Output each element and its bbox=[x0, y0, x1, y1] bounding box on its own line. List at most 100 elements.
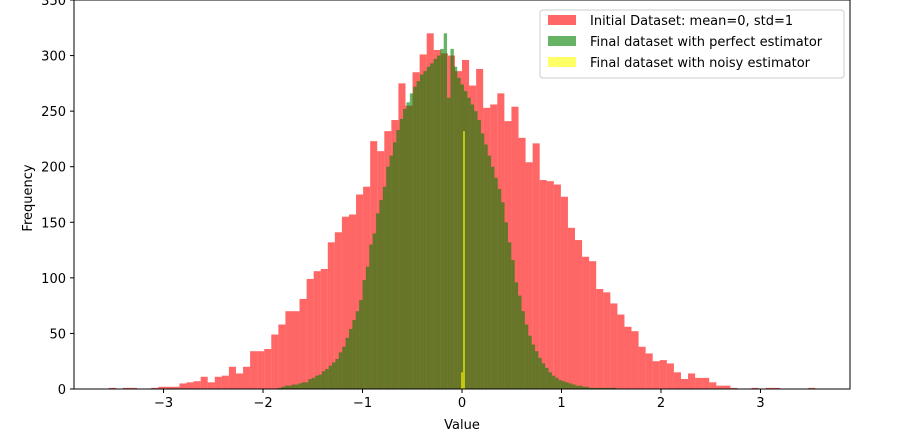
histogram-bar bbox=[535, 351, 539, 389]
histogram-bar bbox=[172, 386, 180, 389]
histogram-bar bbox=[631, 331, 639, 389]
histogram-bar bbox=[413, 86, 417, 389]
histogram-bar bbox=[575, 240, 583, 389]
histogram-bar bbox=[555, 377, 559, 389]
histogram-bar bbox=[612, 387, 617, 389]
histogram-bar bbox=[200, 376, 208, 389]
histogram-bar bbox=[342, 346, 346, 389]
x-tick-label: −1 bbox=[353, 396, 372, 411]
histogram-bar bbox=[284, 385, 289, 389]
histogram-bar bbox=[313, 271, 321, 389]
histogram-bar bbox=[193, 381, 201, 389]
bars-layer bbox=[108, 33, 816, 390]
histogram-bar bbox=[688, 373, 696, 389]
histogram-bar bbox=[291, 384, 295, 389]
histogram-bar bbox=[396, 130, 400, 390]
histogram-bar bbox=[278, 324, 286, 389]
histogram-bar bbox=[528, 335, 532, 389]
histogram-bar bbox=[389, 155, 393, 389]
histogram-bar bbox=[416, 81, 421, 389]
y-tick-label: 300 bbox=[41, 50, 66, 65]
histogram-bar bbox=[595, 387, 600, 389]
histogram-bar bbox=[602, 387, 607, 389]
histogram-bar bbox=[723, 385, 731, 389]
histogram-bar bbox=[617, 314, 625, 389]
histogram-bar bbox=[772, 387, 780, 389]
histogram-bar bbox=[320, 268, 328, 389]
histogram-bar bbox=[334, 232, 342, 389]
histogram-bar bbox=[235, 373, 244, 389]
histogram-bar bbox=[567, 227, 576, 389]
legend: Initial Dataset: mean=0, std=1 Final data… bbox=[539, 9, 845, 79]
y-tick-label: 100 bbox=[41, 272, 66, 287]
histogram-bar bbox=[165, 386, 173, 389]
histogram-bar bbox=[531, 344, 536, 389]
histogram-bar bbox=[301, 382, 306, 389]
histogram-bar bbox=[315, 375, 319, 389]
histogram-bar bbox=[379, 200, 383, 389]
histogram-bar bbox=[122, 387, 131, 389]
histogram-bar bbox=[356, 194, 364, 389]
histogram-bar bbox=[308, 379, 312, 389]
histogram-bar bbox=[207, 382, 215, 389]
x-axis-label: Value bbox=[444, 418, 480, 433]
histogram-bar bbox=[603, 292, 611, 389]
histogram-bar bbox=[716, 385, 724, 389]
histogram-bar bbox=[461, 372, 463, 389]
histogram-bar bbox=[560, 196, 568, 389]
histogram-bar bbox=[695, 377, 703, 389]
histogram-bar bbox=[285, 311, 293, 389]
histogram-bar bbox=[730, 387, 738, 389]
histogram-bar bbox=[369, 244, 373, 389]
legend-swatch bbox=[548, 15, 576, 25]
histogram-bar bbox=[298, 383, 302, 389]
histogram-bar bbox=[575, 385, 579, 389]
histogram-bar bbox=[645, 353, 653, 389]
histogram-bar bbox=[250, 351, 258, 389]
legend-box bbox=[539, 9, 845, 79]
histogram-bar bbox=[453, 66, 458, 389]
histogram-bar bbox=[420, 74, 424, 389]
histogram-bar bbox=[294, 384, 299, 389]
histogram-bar bbox=[450, 48, 454, 390]
histogram-bar bbox=[551, 375, 556, 389]
histogram-bar bbox=[130, 387, 138, 389]
y-tick-label: 50 bbox=[49, 327, 66, 342]
histogram-bar bbox=[440, 48, 444, 390]
histogram-bar bbox=[585, 386, 590, 389]
histogram-bar bbox=[321, 371, 326, 389]
legend-swatch bbox=[548, 36, 576, 46]
histogram-bar bbox=[572, 384, 576, 389]
histogram-bar bbox=[673, 372, 681, 389]
y-tick-label: 150 bbox=[41, 216, 66, 231]
histogram-bar bbox=[511, 260, 515, 389]
x-tick-label: 0 bbox=[458, 396, 466, 411]
histogram-bar bbox=[151, 387, 159, 389]
histogram-bar bbox=[532, 143, 540, 389]
histogram-bar bbox=[659, 360, 667, 389]
y-axis: 0 50 100 150 200 250 300 350 bbox=[41, 0, 74, 398]
histogram-bar bbox=[332, 362, 336, 389]
histogram-bar bbox=[277, 387, 282, 389]
histogram-bar bbox=[539, 180, 547, 389]
histogram-bar bbox=[606, 387, 610, 389]
histogram-bar bbox=[491, 166, 495, 389]
histogram-bar bbox=[325, 368, 329, 389]
histogram-bar bbox=[553, 184, 561, 389]
histogram-bar bbox=[338, 352, 343, 389]
x-tick-label: 3 bbox=[756, 396, 764, 411]
histogram-bar bbox=[589, 261, 597, 389]
histogram-bar bbox=[430, 63, 434, 389]
histogram-bar bbox=[518, 137, 526, 389]
histogram-bar bbox=[403, 108, 407, 390]
histogram-bar bbox=[108, 387, 116, 389]
histogram-bar bbox=[359, 300, 363, 389]
histogram-bar bbox=[318, 374, 322, 389]
histogram-bar bbox=[538, 357, 542, 389]
histogram-bar bbox=[599, 387, 603, 389]
x-tick-label: 1 bbox=[557, 396, 565, 411]
histogram-bar bbox=[541, 363, 546, 389]
x-tick-label: 2 bbox=[657, 396, 665, 411]
histogram-bar bbox=[386, 166, 390, 389]
legend-entry: Final dataset with perfect estimator bbox=[590, 35, 823, 50]
